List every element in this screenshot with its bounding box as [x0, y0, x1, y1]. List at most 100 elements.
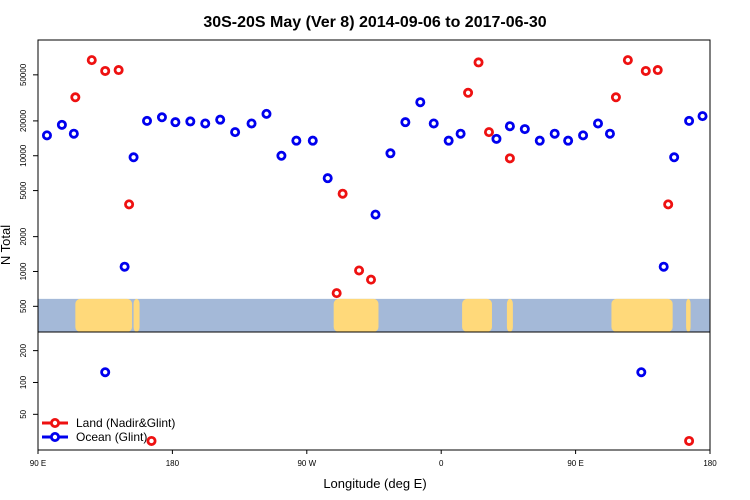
land-point: [354, 265, 365, 276]
land-point: [663, 199, 674, 210]
ocean-point: [276, 150, 287, 161]
ocean-point: [549, 128, 560, 139]
ocean-point: [261, 108, 272, 119]
lower-panel-frame: [37, 331, 711, 451]
ocean-point: [100, 367, 111, 378]
ocean-point: [519, 124, 530, 135]
ocean-point: [455, 128, 466, 139]
x-tick-label: 180: [166, 459, 180, 468]
land-point: [331, 288, 342, 299]
y-tick-label: 500: [19, 299, 28, 313]
ocean-point: [415, 97, 426, 108]
land-segment: [333, 298, 379, 332]
land-point: [100, 65, 111, 76]
land-segment: [462, 298, 492, 332]
legend-ocean-label: Ocean (Glint): [76, 430, 147, 444]
x-tick-label: 0: [439, 459, 444, 468]
land-point: [684, 435, 695, 446]
ocean-point: [307, 135, 318, 146]
lower-y-axis: 50 100 200: [19, 343, 38, 419]
land-point: [366, 274, 377, 285]
ocean-point: [534, 135, 545, 146]
y-tick-label: 50: [19, 409, 28, 418]
land-point: [504, 153, 515, 164]
land-segment: [686, 298, 691, 332]
x-tick-label: 90 E: [30, 459, 46, 468]
ocean-point: [156, 112, 167, 123]
x-tick-label: 180: [703, 459, 717, 468]
ocean-point: [41, 130, 52, 141]
y-tick-label: 5000: [19, 181, 28, 199]
ocean-point: [291, 135, 302, 146]
upper-panel-frame: [37, 39, 711, 333]
x-axis-label: Longitude (deg E): [323, 476, 426, 491]
y-tick-label: 10000: [19, 144, 28, 167]
land-point: [640, 65, 651, 76]
legend-land-label: Land (Nadir&Glint): [76, 416, 175, 430]
ocean-point: [684, 115, 695, 126]
land-point: [652, 65, 663, 76]
land-ocean-band: [38, 298, 710, 332]
land-point: [483, 127, 494, 138]
ocean-point: [185, 116, 196, 127]
ocean-point: [504, 121, 515, 132]
land-segment: [611, 298, 673, 332]
ocean-point: [230, 127, 241, 138]
land-segment: [133, 298, 140, 332]
legend-ocean-marker: [50, 431, 61, 442]
ocean-point: [68, 128, 79, 139]
ocean-point: [200, 118, 211, 129]
ocean-point: [119, 261, 130, 272]
ocean-point: [563, 135, 574, 146]
y-tick-label: 200: [19, 343, 28, 357]
ocean-point: [128, 152, 139, 163]
ocean-point: [400, 117, 411, 128]
land-point: [337, 188, 348, 199]
ocean-point: [246, 118, 257, 129]
ocean-point: [658, 261, 669, 272]
upper-panel: 500 1000 2000 5000 10000 20000 50000: [19, 39, 711, 333]
ocean-point: [56, 119, 67, 130]
ocean-point: [593, 118, 604, 129]
x-axis: 90 E 180 90 W 0 90 E 180: [30, 450, 717, 468]
land-point: [113, 65, 124, 76]
ocean-point: [428, 118, 439, 129]
land-segment: [75, 298, 133, 332]
land-point: [463, 87, 474, 98]
land-point: [146, 435, 157, 446]
chart-title: 30S-20S May (Ver 8) 2014-09-06 to 2017-0…: [203, 14, 546, 31]
ocean-point: [669, 152, 680, 163]
land-point: [610, 92, 621, 103]
legend: Land (Nadir&Glint) Ocean (Glint): [42, 416, 175, 444]
land-point: [622, 55, 633, 66]
ocean-point: [443, 135, 454, 146]
y-tick-label: 20000: [19, 109, 28, 132]
upper-y-axis: 500 1000 2000 5000 10000 20000 50000: [19, 63, 38, 313]
land-point: [86, 55, 97, 66]
lower-panel: 50 100 200: [19, 331, 711, 451]
ocean-point: [215, 114, 226, 125]
ocean-point: [322, 173, 333, 184]
y-tick-label: 100: [19, 375, 28, 389]
ocean-point: [385, 148, 396, 159]
land-point: [70, 92, 81, 103]
y-tick-label: 2000: [19, 227, 28, 245]
upper-points: [41, 55, 708, 299]
ocean-point: [491, 133, 502, 144]
legend-land-marker: [50, 417, 61, 428]
ocean-point: [170, 117, 181, 128]
y-tick-label: 1000: [19, 262, 28, 280]
ocean-point: [370, 209, 381, 220]
x-tick-label: 90 W: [297, 459, 316, 468]
land-segment: [506, 298, 513, 332]
land-point: [473, 57, 484, 68]
y-tick-label: 50000: [19, 63, 28, 86]
y-axis-label: N Total: [0, 225, 13, 265]
ocean-point: [142, 115, 153, 126]
land-point: [124, 199, 135, 210]
lower-points: [100, 367, 695, 446]
ocean-point: [578, 130, 589, 141]
ocean-point: [604, 128, 615, 139]
ocean-point: [636, 367, 647, 378]
